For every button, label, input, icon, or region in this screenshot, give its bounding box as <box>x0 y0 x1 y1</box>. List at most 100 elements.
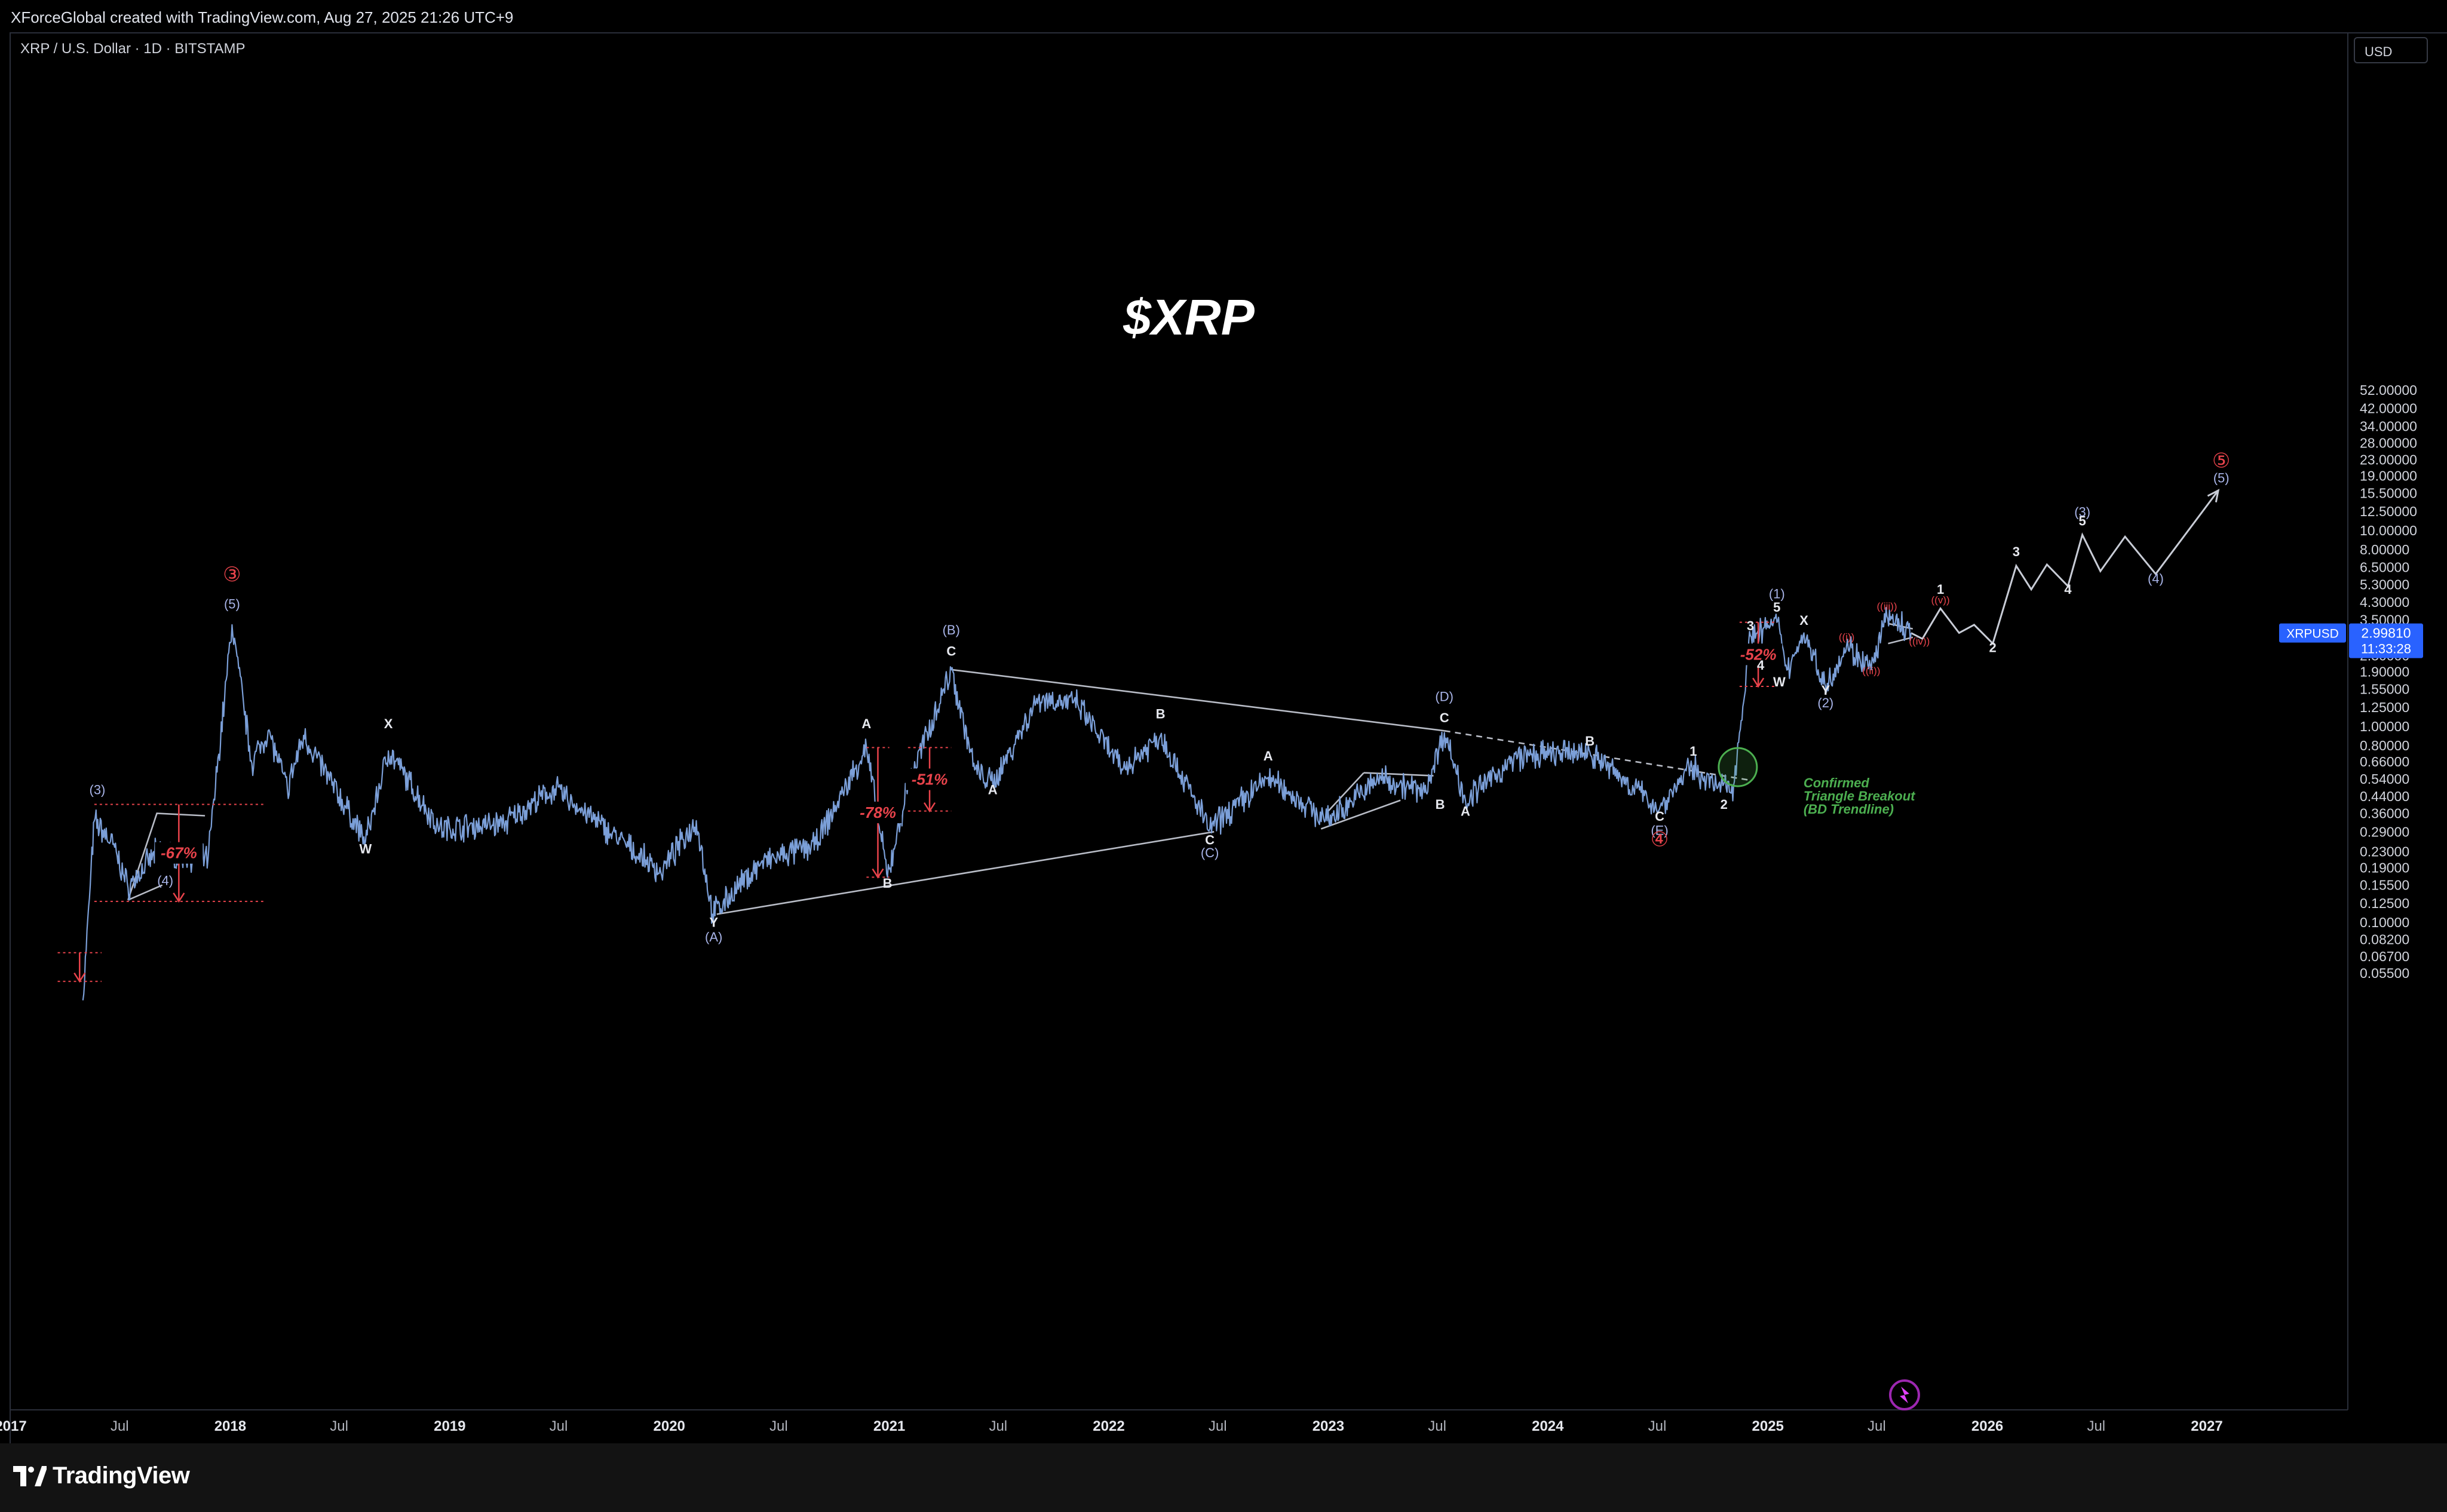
wave-label: B <box>1156 706 1166 721</box>
price-tick-label: 23.00000 <box>2360 452 2417 467</box>
wave-label: (A) <box>705 930 722 944</box>
retracement-label-bg <box>854 801 902 823</box>
wave-label: Y <box>709 915 718 930</box>
wave-label: B <box>1585 734 1594 749</box>
wave-label: ((i)) <box>1839 631 1854 643</box>
wave-label: 5 <box>2079 514 2086 529</box>
wave-label: (B) <box>943 622 960 637</box>
wave-label: (D) <box>1435 689 1454 704</box>
replay-icon[interactable] <box>1889 1379 1920 1410</box>
price-tick-label: 0.05500 <box>2360 965 2409 981</box>
trendline <box>1327 772 1364 812</box>
wave-label: Y <box>1821 683 1830 698</box>
price-badge-value: 2.99810 <box>2361 625 2411 641</box>
retracement-arrowhead <box>923 802 936 812</box>
currency-button[interactable]: USD <box>2354 37 2428 63</box>
wave-label: (2) <box>1817 695 1833 710</box>
wave-label: 4 <box>2064 582 2072 597</box>
wave-label: 3 <box>1747 618 1754 633</box>
retracement-arrowhead <box>1752 677 1765 688</box>
wave-label: 5 <box>1773 600 1780 615</box>
trendline <box>1888 636 1914 645</box>
price-tick-label: 42.00000 <box>2360 401 2417 416</box>
wave-label: C <box>1440 710 1449 725</box>
wave-label: (C) <box>1201 845 1219 860</box>
time-tick-label: 2023 <box>1313 1418 1344 1434</box>
price-tick-label: 19.00000 <box>2360 468 2417 484</box>
time-tick-label: 2026 <box>1971 1418 2003 1434</box>
price-tick-label: 0.23000 <box>2360 844 2409 859</box>
price-tick-label: 34.00000 <box>2360 419 2417 434</box>
time-tick-label: Jul <box>111 1418 129 1434</box>
wave-label: (E) <box>1651 823 1668 838</box>
retracement-label-bg <box>906 768 954 790</box>
wave-label: ⑤ <box>2212 449 2230 472</box>
price-badge-countdown: 11:33:28 <box>2361 642 2411 657</box>
time-tick-label: Jul <box>1428 1418 1446 1434</box>
trendline <box>951 668 1445 732</box>
time-tick-label: 2027 <box>2191 1418 2222 1434</box>
wave-label: A <box>988 783 998 798</box>
time-tick-label: 2020 <box>654 1418 685 1434</box>
time-tick-label: 2021 <box>873 1418 905 1434</box>
wave-label: ((v)) <box>1931 594 1950 606</box>
wave-label: (5) <box>2213 470 2230 485</box>
wave-label: C <box>1205 832 1215 847</box>
projection-arrowhead <box>2207 489 2220 502</box>
wave-label: 1 <box>1937 582 1944 597</box>
chart-title: $XRP <box>1123 289 1255 345</box>
wave-label: ((iv)) <box>1909 636 1930 647</box>
footer-bar <box>0 1443 2447 1512</box>
wave-label: (4) <box>2148 571 2164 586</box>
chart-frame <box>10 32 2447 1443</box>
price-tick-label: 15.50000 <box>2360 486 2417 501</box>
wave-label: W <box>1773 674 1786 689</box>
price-tick-label: 0.44000 <box>2360 789 2409 804</box>
price-tick-label: 0.66000 <box>2360 754 2409 769</box>
time-tick-label: Jul <box>1868 1418 1886 1434</box>
trendline <box>127 812 206 901</box>
price-tick-label: 1.55000 <box>2360 682 2409 697</box>
wave-label: W <box>359 841 372 856</box>
wave-label: B <box>883 876 893 891</box>
wave-label: X <box>1799 613 1808 628</box>
wave-label: C <box>1655 809 1664 824</box>
price-tick-label: 1.25000 <box>2360 700 2409 715</box>
price-tick-label: 0.54000 <box>2360 771 2409 787</box>
wave-label: 3 <box>2013 544 2020 559</box>
price-tick-label: 0.36000 <box>2360 806 2409 821</box>
price-tick-label: 0.80000 <box>2360 738 2409 753</box>
time-tick-label: Jul <box>989 1418 1007 1434</box>
retracement-label: -51% <box>912 771 948 789</box>
time-tick-label: 2017 <box>0 1418 27 1434</box>
time-tick-label: 2025 <box>1752 1418 1784 1434</box>
wave-label: 4 <box>1757 658 1765 673</box>
trendline <box>1363 772 1434 777</box>
price-tick-label: 8.00000 <box>2360 542 2409 557</box>
created-by-text: XForceGlobal created with TradingView.co… <box>11 8 514 26</box>
trendline <box>1320 799 1401 830</box>
wave-label: (3) <box>90 783 106 798</box>
wave-label: (3) <box>2074 504 2090 519</box>
wave-label: A <box>1264 749 1273 763</box>
time-tick-label: 2018 <box>214 1418 246 1434</box>
time-tick-label: 2019 <box>434 1418 465 1434</box>
price-tick-label: 0.08200 <box>2360 931 2409 947</box>
wave-label: (5) <box>224 597 240 612</box>
time-tick-label: Jul <box>2087 1418 2105 1434</box>
price-tick-label: 0.15500 <box>2360 878 2409 893</box>
price-tick-label: 1.90000 <box>2360 664 2409 680</box>
wave-label: X <box>384 716 393 731</box>
breakout-label: (BD Trendline) <box>1804 802 1894 817</box>
retracement-label: -67% <box>161 844 197 862</box>
price-tick-label: 12.50000 <box>2360 504 2417 519</box>
price-tick-label: 28.00000 <box>2360 435 2417 450</box>
price-tick-label: 0.12500 <box>2360 895 2409 911</box>
time-tick-label: Jul <box>769 1418 788 1434</box>
top-bar: XForceGlobal created with TradingView.co… <box>0 0 2447 32</box>
retracement-arrowhead <box>872 868 884 879</box>
retracement-label: -52% <box>1740 645 1777 663</box>
wave-label: C <box>946 643 956 658</box>
tradingview-logo[interactable]: TradingView <box>13 1462 190 1489</box>
